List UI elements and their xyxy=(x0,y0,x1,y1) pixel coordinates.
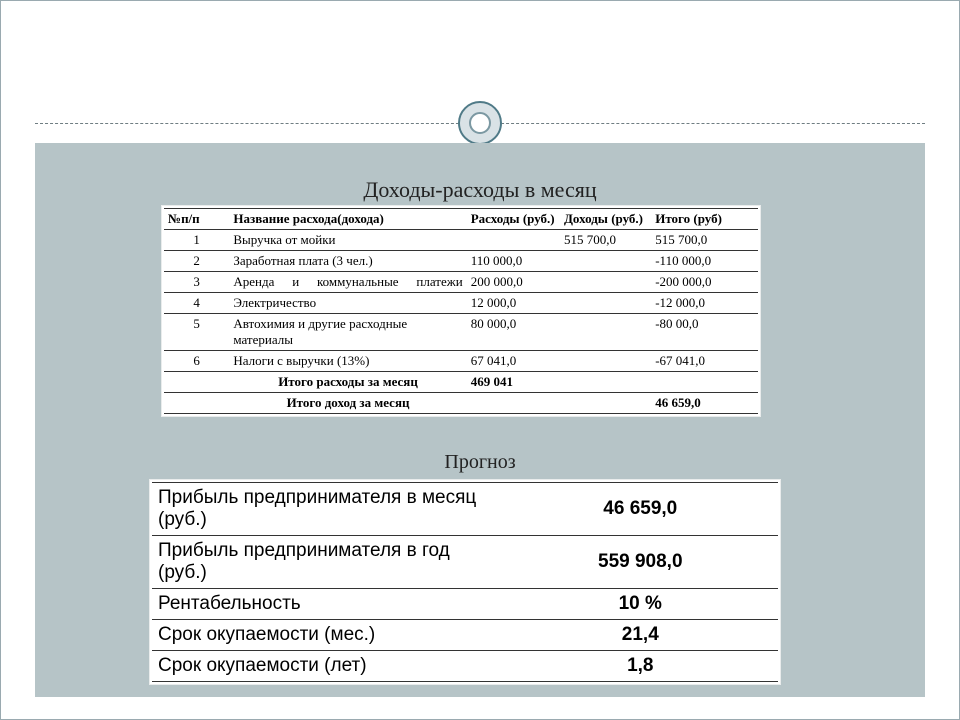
forecast-label: Срок окупаемости (мес.) xyxy=(152,620,503,651)
table-row: 1Выручка от мойки 515 700,0515 700,0 xyxy=(164,230,758,251)
cell xyxy=(467,393,560,414)
table-row: Срок окупаемости (лет)1,8 xyxy=(152,651,778,682)
cell: 6 xyxy=(164,351,229,372)
col-name: Название расхода(дохода) xyxy=(229,209,466,230)
table-row: Прибыль предпринимателя в месяц (руб.)46… xyxy=(152,483,778,536)
cell xyxy=(467,230,560,251)
monthly-table-container: №п/п Название расхода(дохода) Расходы (р… xyxy=(161,205,761,417)
cell xyxy=(651,372,758,393)
cell: -80 00,0 xyxy=(651,314,758,351)
cell: Заработная плата (3 чел.) xyxy=(229,251,466,272)
cell xyxy=(560,351,651,372)
forecast-value: 1,8 xyxy=(503,651,778,682)
ring-inner-icon xyxy=(469,112,491,134)
forecast-value: 10 % xyxy=(503,589,778,620)
cell: 12 000,0 xyxy=(467,293,560,314)
table-row: 4Электричество12 000,0 -12 000,0 xyxy=(164,293,758,314)
cell: 110 000,0 xyxy=(467,251,560,272)
cell: Выручка от мойки xyxy=(229,230,466,251)
cell: Электричество xyxy=(229,293,466,314)
cell: 46 659,0 xyxy=(651,393,758,414)
cell: 3 xyxy=(164,272,229,293)
cell: 80 000,0 xyxy=(467,314,560,351)
cell: -200 000,0 xyxy=(651,272,758,293)
cell: 5 xyxy=(164,314,229,351)
col-income: Доходы (руб.) xyxy=(560,209,651,230)
cell: 2 xyxy=(164,251,229,272)
cell: 515 700,0 xyxy=(560,230,651,251)
cell xyxy=(560,393,651,414)
slide: Доходы-расходы в месяц №п/п Название рас… xyxy=(0,0,960,720)
table-row: 2Заработная плата (3 чел.)110 000,0 -110 … xyxy=(164,251,758,272)
cell: Итого доход за месяц xyxy=(229,393,466,414)
cell: 4 xyxy=(164,293,229,314)
cell: 67 041,0 xyxy=(467,351,560,372)
table-row: 5Автохимия и другие расходные материалы8… xyxy=(164,314,758,351)
monthly-title: Доходы-расходы в месяц xyxy=(363,177,596,203)
cell: Налоги с выручки (13%) xyxy=(229,351,466,372)
cell: 469 041 xyxy=(467,372,560,393)
forecast-label: Прибыль предпринимателя в год (руб.) xyxy=(152,536,503,589)
cell: -12 000,0 xyxy=(651,293,758,314)
cell: Итого расходы за месяц xyxy=(229,372,466,393)
table-row: Срок окупаемости (мес.)21,4 xyxy=(152,620,778,651)
col-expense: Расходы (руб.) xyxy=(467,209,560,230)
table-row: Прибыль предпринимателя в год (руб.)559 … xyxy=(152,536,778,589)
table-row-total-income: Итого доход за месяц 46 659,0 xyxy=(164,393,758,414)
table-row-total-expenses: Итого расходы за месяц469 041 xyxy=(164,372,758,393)
col-total: Итого (руб) xyxy=(651,209,758,230)
forecast-table-container: Прибыль предпринимателя в месяц (руб.)46… xyxy=(149,479,781,685)
cell: Аренда и коммунальные платежи xyxy=(229,272,466,293)
forecast-label: Прибыль предпринимателя в месяц (руб.) xyxy=(152,483,503,536)
cell xyxy=(560,251,651,272)
cell: -67 041,0 xyxy=(651,351,758,372)
forecast-title: Прогноз xyxy=(444,451,515,474)
table-row: 3Аренда и коммунальные платежи200 000,0 -… xyxy=(164,272,758,293)
forecast-label: Рентабельность xyxy=(152,589,503,620)
cell xyxy=(560,272,651,293)
cell: -110 000,0 xyxy=(651,251,758,272)
cell xyxy=(164,393,229,414)
col-num: №п/п xyxy=(164,209,229,230)
cell: Автохимия и другие расходные материалы xyxy=(229,314,466,351)
ring-ornament-icon xyxy=(458,101,502,145)
cell: 200 000,0 xyxy=(467,272,560,293)
cell xyxy=(560,293,651,314)
forecast-value: 21,4 xyxy=(503,620,778,651)
forecast-value: 559 908,0 xyxy=(503,536,778,589)
forecast-value: 46 659,0 xyxy=(503,483,778,536)
cell xyxy=(164,372,229,393)
forecast-table: Прибыль предпринимателя в месяц (руб.)46… xyxy=(152,482,778,682)
table-header-row: №п/п Название расхода(дохода) Расходы (р… xyxy=(164,209,758,230)
table-row: 6Налоги с выручки (13%)67 041,0 -67 041,0 xyxy=(164,351,758,372)
forecast-label: Срок окупаемости (лет) xyxy=(152,651,503,682)
monthly-table: №п/п Название расхода(дохода) Расходы (р… xyxy=(164,208,758,414)
cell: 1 xyxy=(164,230,229,251)
cell: 515 700,0 xyxy=(651,230,758,251)
cell xyxy=(560,372,651,393)
cell xyxy=(560,314,651,351)
table-row: Рентабельность10 % xyxy=(152,589,778,620)
